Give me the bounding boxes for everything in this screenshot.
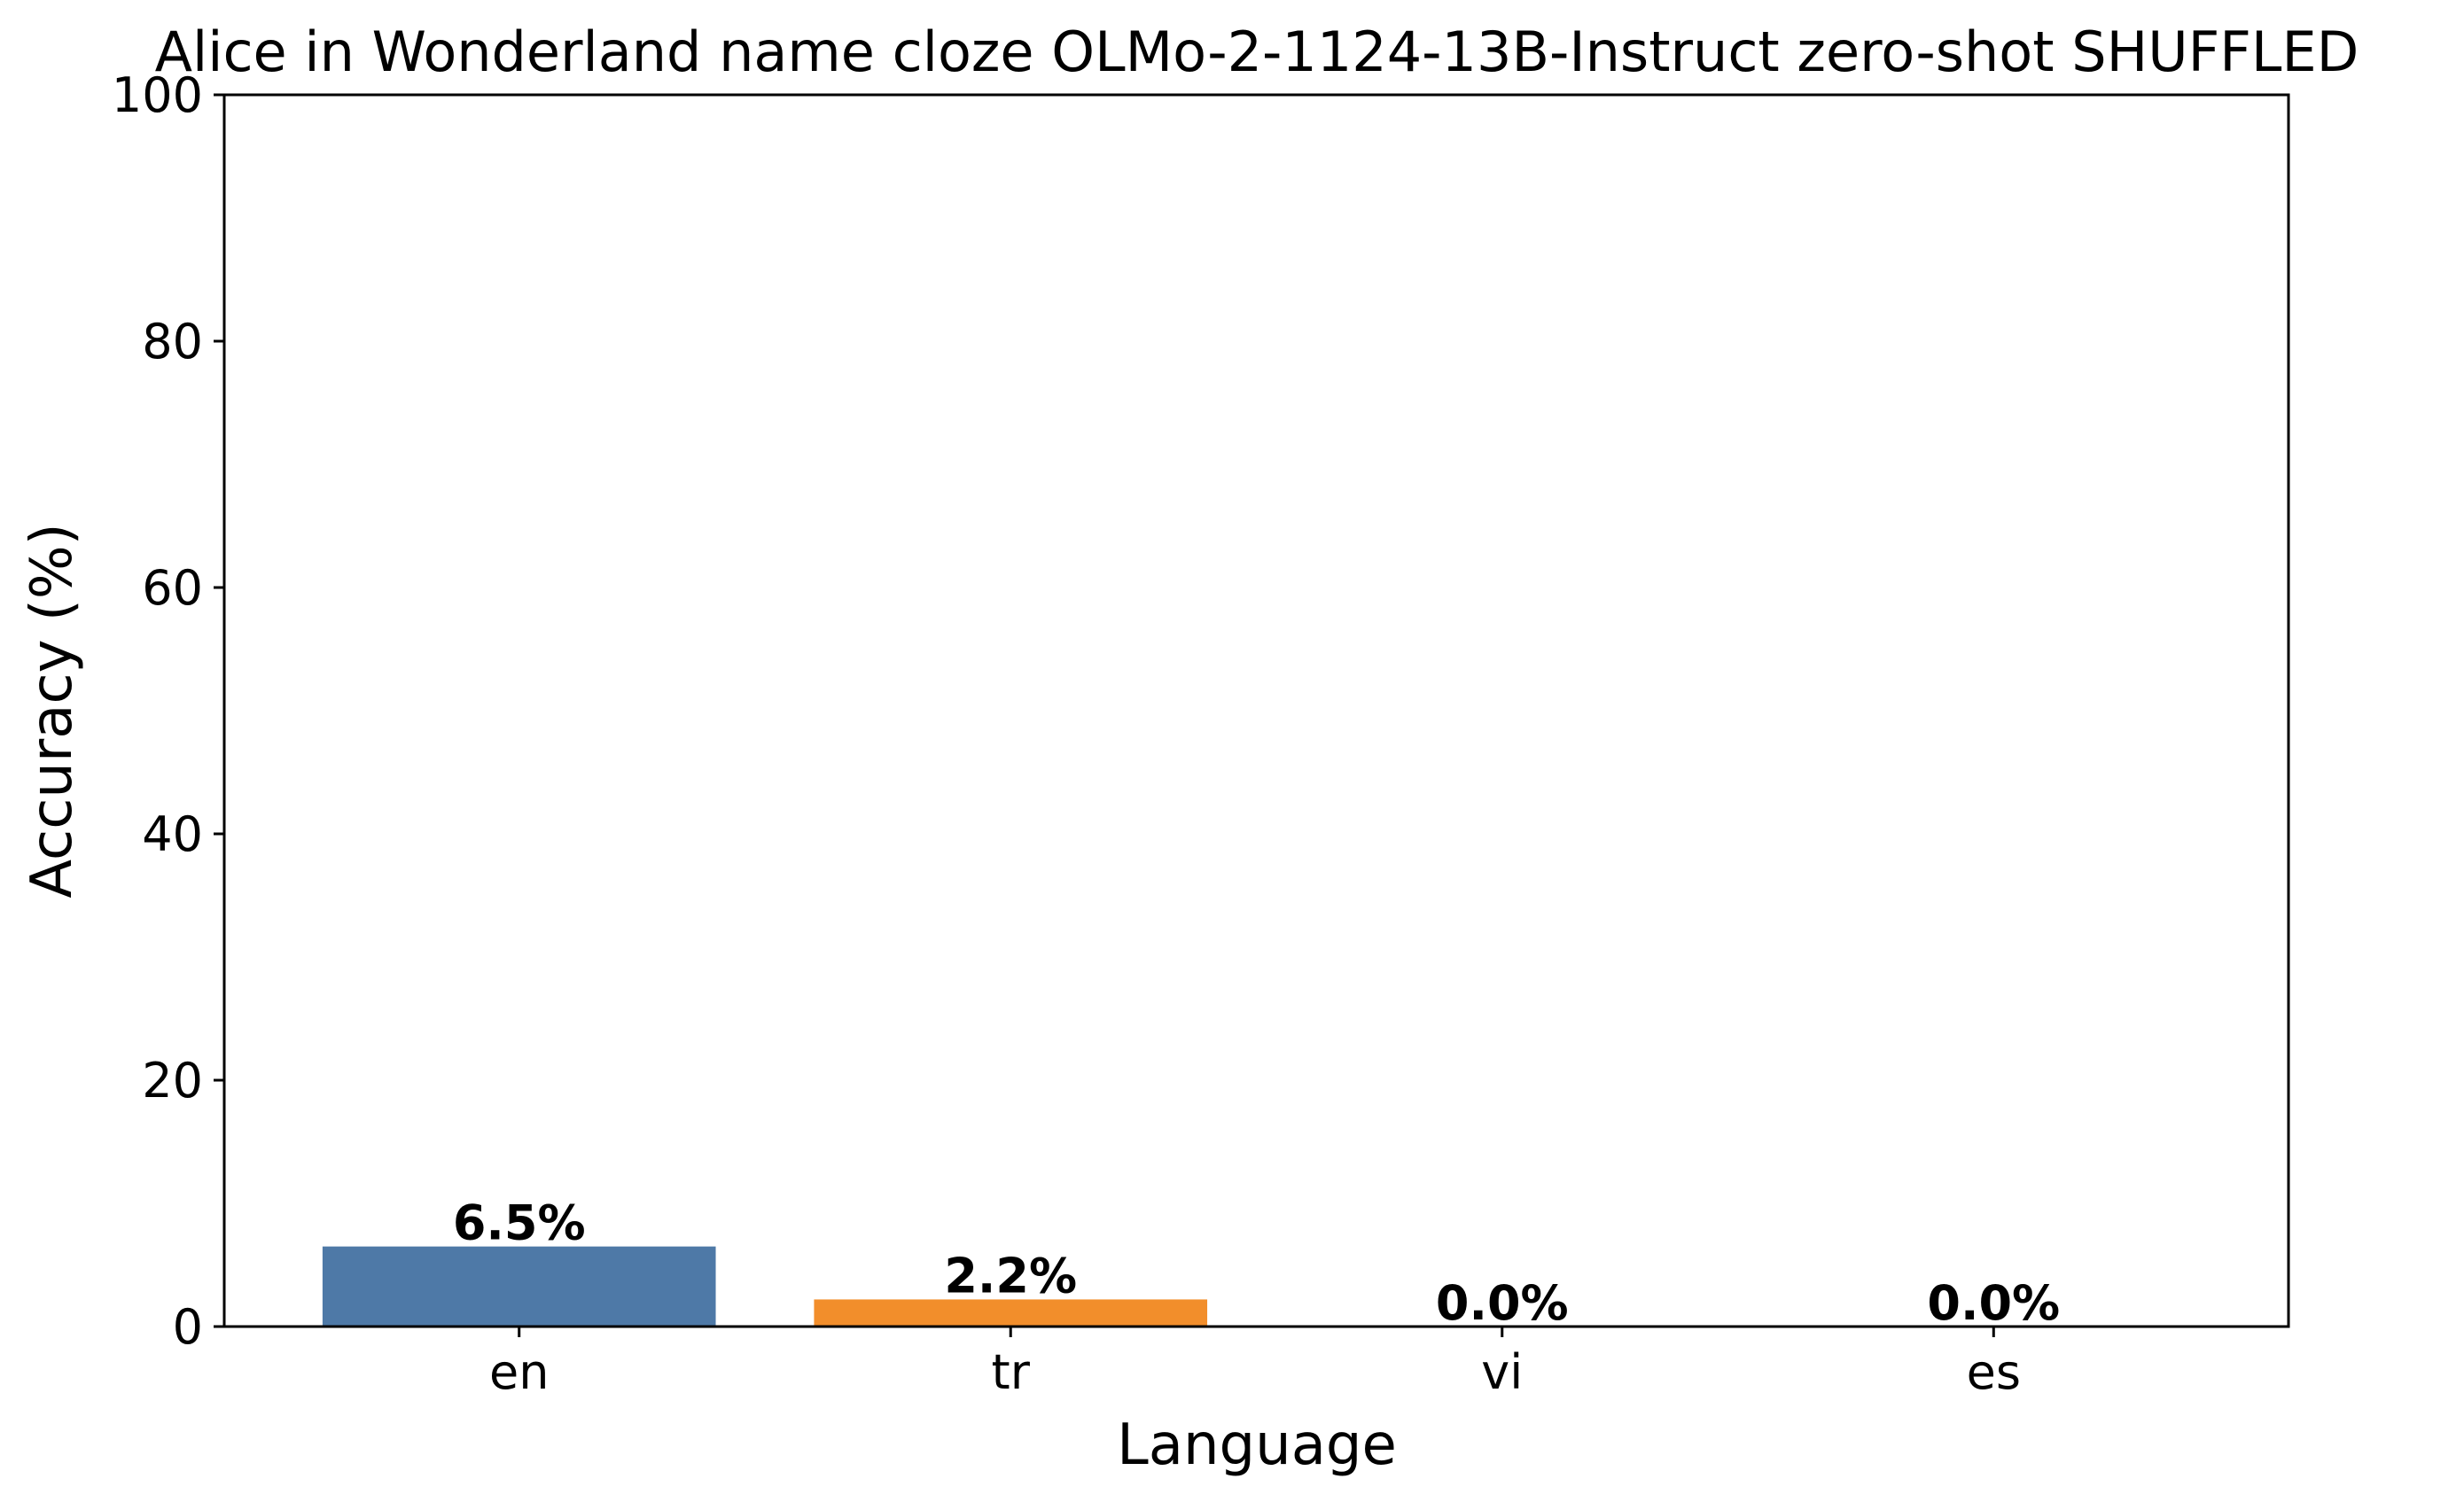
data-label-tr: 2.2% — [944, 1248, 1077, 1304]
data-label-vi: 0.0% — [1436, 1275, 1569, 1331]
data-label-es: 0.0% — [1927, 1275, 2060, 1331]
bar-en — [322, 1246, 716, 1327]
y-tick-label-40: 40 — [142, 806, 203, 862]
bar-tr — [814, 1299, 1208, 1327]
y-tick-label-20: 20 — [142, 1053, 203, 1109]
x-tick-label-en: en — [489, 1344, 549, 1400]
x-tick-label-tr: tr — [992, 1344, 1031, 1400]
y-tick-label-80: 80 — [142, 314, 203, 370]
x-axis-label: Language — [1117, 1413, 1397, 1478]
y-tick-label-60: 60 — [142, 560, 203, 616]
y-tick-label-0: 0 — [173, 1299, 203, 1355]
y-tick-label-100: 100 — [112, 67, 203, 123]
plot-marks: 6.5% 2.2% 0.0% 0.0% — [322, 1195, 2060, 1331]
x-axis-ticks: en tr vi es — [489, 1327, 2021, 1400]
x-tick-label-vi: vi — [1481, 1344, 1523, 1400]
y-axis-ticks: 0 20 40 60 80 100 — [112, 67, 224, 1355]
x-tick-label-es: es — [1967, 1344, 2021, 1400]
plot-frame — [222, 93, 2290, 1328]
chart-title: Alice in Wonderland name cloze OLMo-2-11… — [155, 19, 2359, 84]
y-axis-label: Accuracy (%) — [19, 523, 85, 898]
data-label-en: 6.5% — [453, 1195, 586, 1251]
